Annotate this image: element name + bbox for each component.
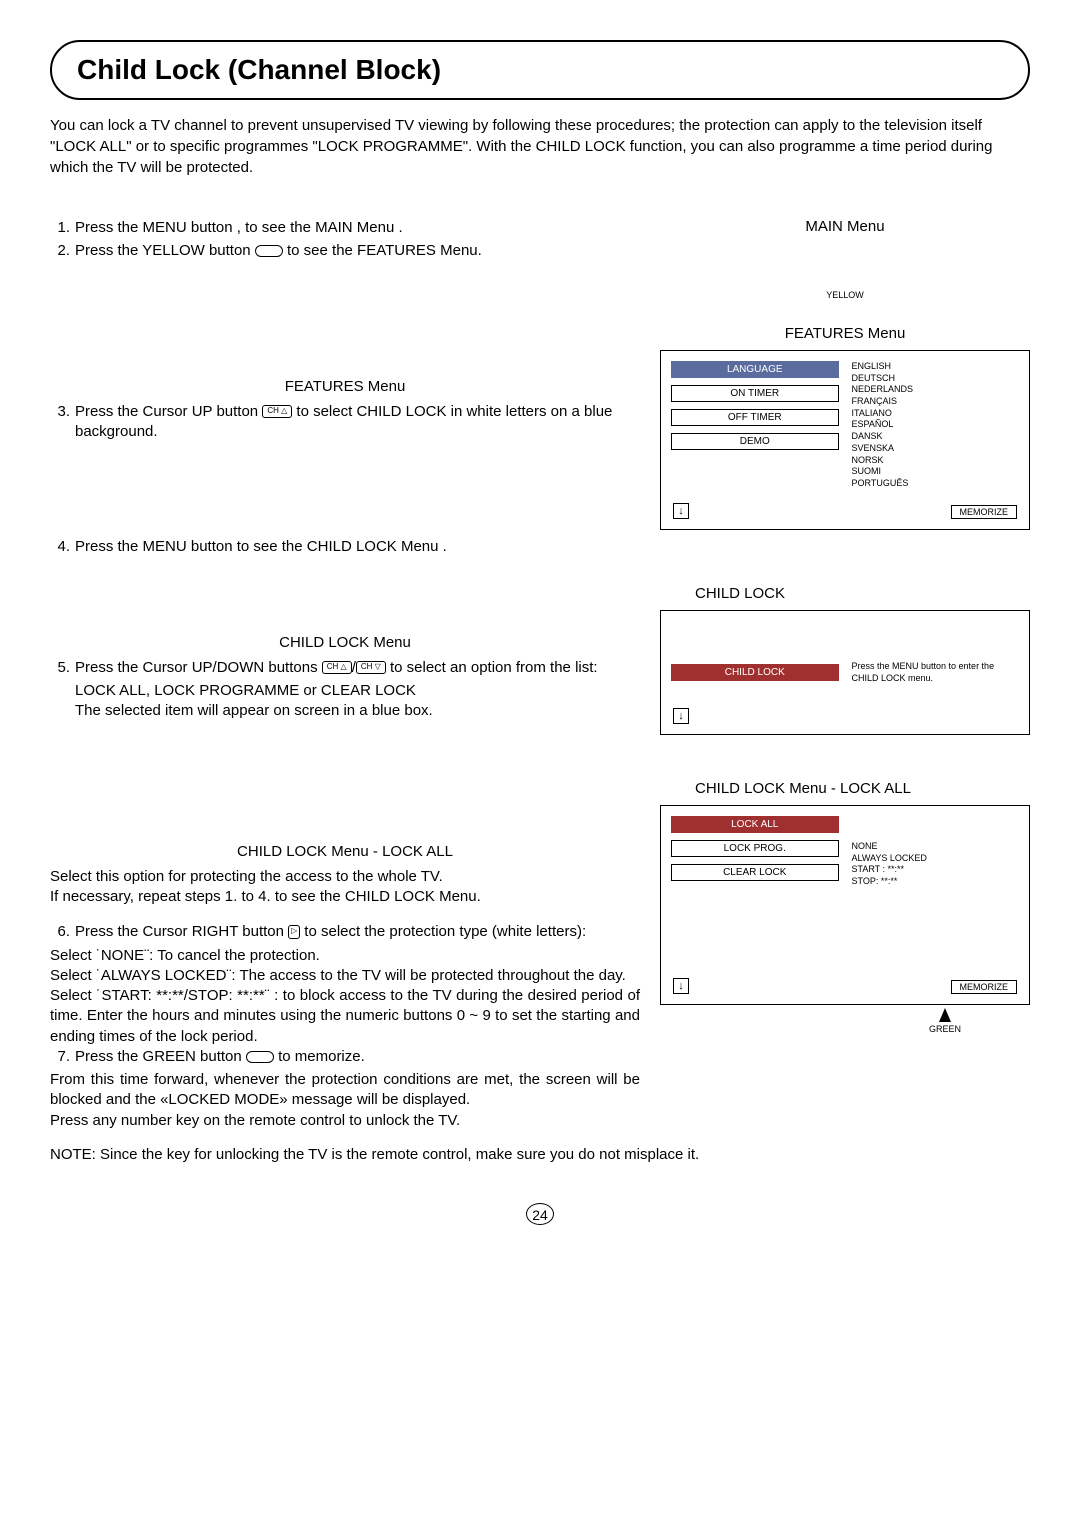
features-heading-right: FEATURES Menu <box>660 325 1030 342</box>
step-6-text: Press the Cursor RIGHT button ▷ to selec… <box>75 922 640 942</box>
after-text-2: Press any number key on the remote contr… <box>50 1111 640 1131</box>
step-7-text: Press the GREEN button to memorize. <box>75 1047 640 1067</box>
step-number: 5. <box>50 658 70 678</box>
cursor-right-icon: ▷ <box>288 925 300 939</box>
step-number: 6. <box>50 922 70 942</box>
down-arrow-icon[interactable]: ↓ <box>673 708 689 724</box>
intro-text: You can lock a TV channel to prevent uns… <box>50 115 1030 178</box>
green-button-icon <box>246 1051 274 1063</box>
step-number: 7. <box>50 1047 70 1067</box>
select-start: Select ˙START: **:**/STOP: **:**¨ : to b… <box>50 986 640 1047</box>
childlock-heading-left: CHILD LOCK Menu <box>50 633 640 653</box>
yellow-label: YELLOW <box>660 290 1030 300</box>
green-arrow-icon <box>760 1008 1080 1022</box>
menu-item-language[interactable]: LANGUAGE <box>671 361 839 378</box>
lockall-menu-box: LOCK ALL LOCK PROG. CLEAR LOCK NONE ALWA… <box>660 805 1030 1005</box>
menu-item-lockall[interactable]: LOCK ALL <box>671 816 839 833</box>
menu-item-lockprog[interactable]: LOCK PROG. <box>671 840 839 857</box>
features-menu-box: LANGUAGE ON TIMER OFF TIMER DEMO ENGLISH… <box>660 350 1030 530</box>
lockall-heading-left: CHILD LOCK Menu - LOCK ALL <box>50 842 640 862</box>
menu-item-demo[interactable]: DEMO <box>671 433 839 450</box>
step-number: 4. <box>50 537 70 557</box>
features-heading-left: FEATURES Menu <box>50 377 640 397</box>
ch-up-icon: CH △ <box>262 405 292 418</box>
page-title: Child Lock (Channel Block) <box>77 54 1003 86</box>
menu-item-childlock[interactable]: CHILD LOCK <box>671 664 839 681</box>
step-1-text: Press the MENU button , to see the MAIN … <box>75 218 640 238</box>
memorize-button[interactable]: MEMORIZE <box>951 505 1018 519</box>
ch-up-icon: CH △ <box>322 661 352 674</box>
step-2-text: Press the YELLOW button to see the FEATU… <box>75 241 640 261</box>
lockall-heading-right: CHILD LOCK Menu - LOCK ALL <box>660 780 1030 797</box>
step-5-line2: LOCK ALL, LOCK PROGRAMME or CLEAR LOCK <box>50 681 640 701</box>
step-5-line3: The selected item will appear on screen … <box>50 701 640 721</box>
page-number: 24 <box>50 1203 1030 1225</box>
select-none: Select ˙NONE¨: To cancel the protection. <box>50 946 640 966</box>
step-4-text: Press the MENU button to see the CHILD L… <box>75 537 640 557</box>
step-number: 1. <box>50 218 70 238</box>
step-5-text: Press the Cursor UP/DOWN buttons CH △/CH… <box>75 658 640 678</box>
title-box: Child Lock (Channel Block) <box>50 40 1030 100</box>
lockall-intro-1: Select this option for protecting the ac… <box>50 867 640 887</box>
lockall-intro-2: If necessary, repeat steps 1. to 4. to s… <box>50 887 640 907</box>
select-always: Select ˙ALWAYS LOCKED¨: The access to th… <box>50 966 640 986</box>
after-text-1: From this time forward, whenever the pro… <box>50 1070 640 1111</box>
menu-item-clearlock[interactable]: CLEAR LOCK <box>671 864 839 881</box>
step-number: 3. <box>50 402 70 443</box>
ch-down-icon: CH ▽ <box>356 661 386 674</box>
step-3-text: Press the Cursor UP button CH △ to selec… <box>75 402 640 443</box>
step-number: 2. <box>50 241 70 261</box>
menu-item-offtimer[interactable]: OFF TIMER <box>671 409 839 426</box>
lockall-options: NONE ALWAYS LOCKED START : **:** STOP: *… <box>847 816 1020 994</box>
childlock-heading-right: CHILD LOCK <box>660 585 1030 602</box>
memorize-button[interactable]: MEMORIZE <box>951 980 1018 994</box>
childlock-help: Press the MENU button to enter the CHILD… <box>847 621 1020 724</box>
green-label: GREEN <box>760 1024 1080 1034</box>
menu-item-ontimer[interactable]: ON TIMER <box>671 385 839 402</box>
down-arrow-icon[interactable]: ↓ <box>673 978 689 994</box>
down-arrow-icon[interactable]: ↓ <box>673 503 689 519</box>
language-list: ENGLISH DEUTSCH NEDERLANDS FRANÇAIS ITAL… <box>847 361 1020 519</box>
yellow-button-icon <box>255 245 283 257</box>
main-menu-heading: MAIN Menu <box>660 218 1030 235</box>
childlock-menu-box: CHILD LOCK Press the MENU button to ente… <box>660 610 1030 735</box>
note-text: NOTE: Since the key for unlocking the TV… <box>50 1146 1030 1163</box>
